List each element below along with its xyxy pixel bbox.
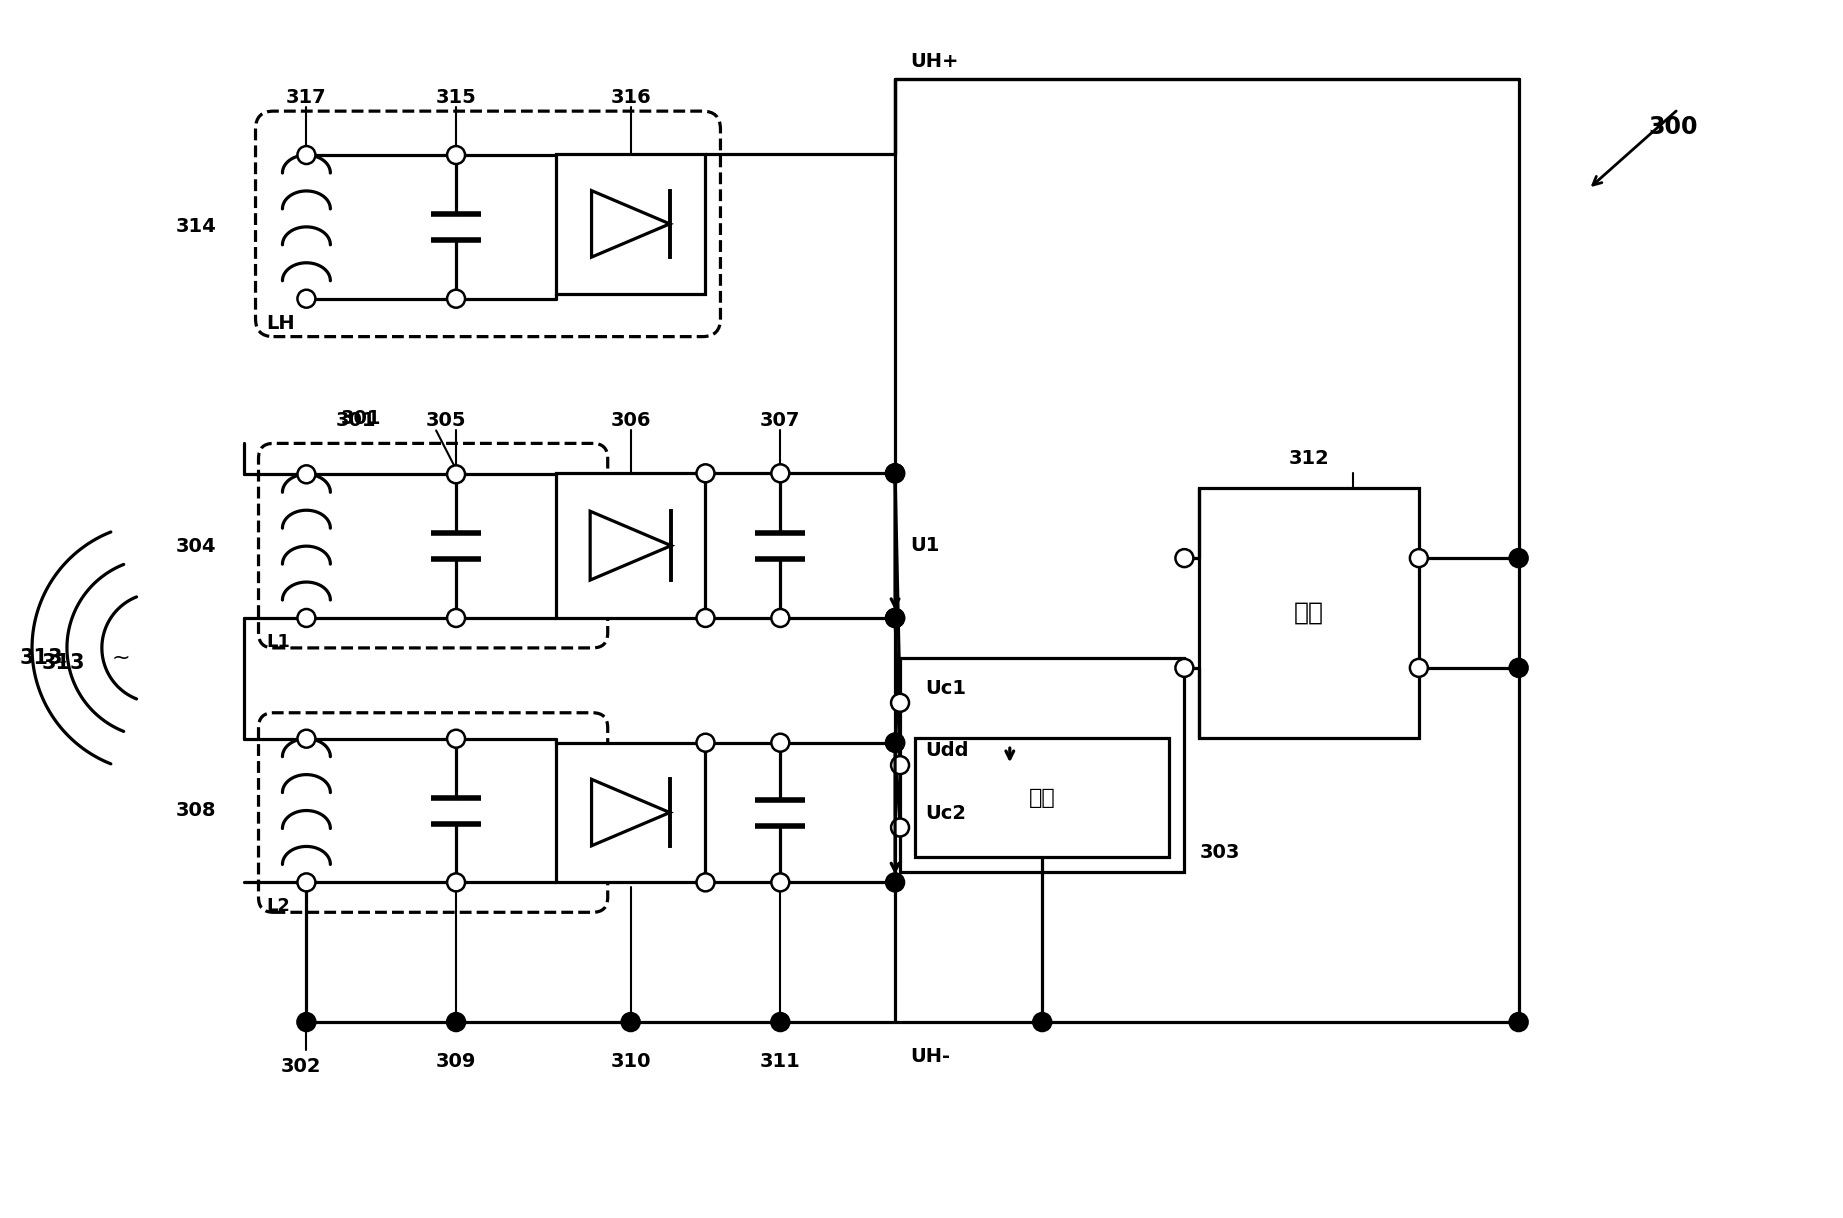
Text: L1: L1	[267, 633, 291, 650]
Text: UH-: UH-	[910, 1047, 949, 1066]
Circle shape	[448, 730, 464, 748]
Text: Uc1: Uc1	[925, 678, 966, 698]
Circle shape	[886, 733, 905, 752]
Circle shape	[448, 1013, 464, 1030]
Circle shape	[297, 290, 315, 308]
Bar	[899, 658, 1185, 872]
Circle shape	[886, 609, 905, 627]
Circle shape	[448, 290, 464, 308]
Text: Udd: Udd	[925, 742, 968, 760]
Text: ~: ~	[112, 648, 131, 667]
Circle shape	[697, 873, 715, 892]
Text: U2: U2	[910, 803, 940, 822]
Bar	[1200, 488, 1419, 738]
Text: 316: 316	[610, 88, 651, 107]
Circle shape	[772, 609, 789, 627]
Text: ~: ~	[52, 654, 66, 672]
Circle shape	[886, 464, 905, 482]
Text: Uc2: Uc2	[925, 804, 966, 822]
Text: UH+: UH+	[910, 52, 958, 71]
Circle shape	[697, 733, 715, 752]
Text: 312: 312	[1288, 449, 1329, 469]
Circle shape	[772, 873, 789, 892]
Text: 308: 308	[177, 801, 217, 820]
Circle shape	[448, 465, 464, 484]
Circle shape	[1410, 549, 1428, 568]
Circle shape	[297, 730, 315, 748]
FancyBboxPatch shape	[256, 111, 721, 336]
Circle shape	[772, 1013, 789, 1030]
Circle shape	[886, 873, 905, 892]
Circle shape	[1034, 1013, 1051, 1030]
Circle shape	[772, 733, 789, 752]
Circle shape	[1509, 549, 1528, 568]
Bar	[557, 743, 706, 882]
Text: U1: U1	[910, 536, 940, 555]
Text: 306: 306	[610, 412, 651, 430]
Circle shape	[297, 146, 315, 164]
Circle shape	[890, 694, 909, 711]
Text: 301: 301	[341, 409, 382, 429]
Circle shape	[297, 465, 315, 484]
Bar	[557, 153, 706, 294]
Bar	[914, 738, 1170, 857]
Circle shape	[1410, 659, 1428, 677]
FancyBboxPatch shape	[258, 713, 608, 912]
Bar	[557, 474, 706, 618]
Circle shape	[448, 873, 464, 892]
Text: 303: 303	[1200, 843, 1240, 862]
Text: 311: 311	[759, 1052, 800, 1071]
Text: 304: 304	[177, 537, 217, 555]
Text: 302: 302	[282, 1057, 323, 1075]
Circle shape	[297, 609, 315, 627]
Circle shape	[697, 464, 715, 482]
Text: 314: 314	[175, 217, 217, 236]
Text: 控制: 控制	[1028, 788, 1056, 808]
Circle shape	[697, 609, 715, 627]
Circle shape	[1509, 1013, 1528, 1030]
Text: 313: 313	[20, 648, 63, 667]
FancyBboxPatch shape	[258, 443, 608, 648]
Text: 300: 300	[1648, 114, 1697, 139]
Text: 309: 309	[437, 1052, 475, 1071]
Text: 307: 307	[759, 412, 800, 430]
Circle shape	[886, 464, 905, 482]
Circle shape	[448, 609, 464, 627]
Text: 310: 310	[610, 1052, 651, 1071]
Circle shape	[1176, 659, 1194, 677]
Circle shape	[890, 756, 909, 775]
Circle shape	[886, 733, 905, 752]
Text: 后端: 后端	[1294, 600, 1323, 625]
Circle shape	[1509, 659, 1528, 677]
Text: LH: LH	[267, 314, 295, 333]
Text: 317: 317	[286, 88, 326, 107]
Circle shape	[621, 1013, 640, 1030]
Text: 301: 301	[335, 412, 376, 430]
Text: 313: 313	[42, 653, 85, 672]
Circle shape	[448, 146, 464, 164]
Circle shape	[297, 873, 315, 892]
Circle shape	[297, 1013, 315, 1030]
Circle shape	[886, 609, 905, 627]
Text: 315: 315	[435, 88, 477, 107]
Text: 305: 305	[426, 412, 466, 430]
Circle shape	[772, 464, 789, 482]
Circle shape	[890, 818, 909, 837]
Circle shape	[1176, 549, 1194, 568]
Text: L2: L2	[267, 898, 291, 916]
